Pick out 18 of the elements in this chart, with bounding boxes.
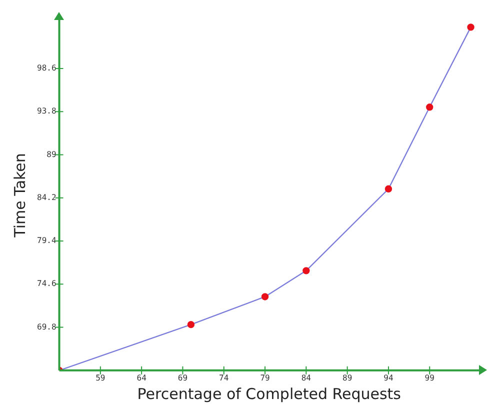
x-tick-label: 89 xyxy=(342,373,352,382)
x-tick-label: 64 xyxy=(136,373,147,382)
y-tick-label: 69.8 xyxy=(37,322,56,332)
x-tick-label: 84 xyxy=(301,373,312,382)
x-tick-label: 94 xyxy=(384,373,394,382)
y-tick-label: 93.8 xyxy=(37,106,56,116)
x-axis-title: Percentage of Completed Requests xyxy=(137,384,402,403)
x-tick-label: 69 xyxy=(178,373,188,382)
y-tick-label: 98.6 xyxy=(37,64,56,73)
y-tick-label: 74.6 xyxy=(37,279,56,288)
x-tick-label: 79 xyxy=(260,373,270,382)
y-tick-label: 89 xyxy=(46,150,56,159)
x-tick-label: 99 xyxy=(424,373,435,382)
x-tick-label: 59 xyxy=(96,373,106,382)
y-axis-title: Time Taken xyxy=(10,153,29,238)
x-tick-label: 74 xyxy=(219,373,229,382)
y-tick-label: 84.2 xyxy=(37,192,56,202)
y-tick-label: 79.4 xyxy=(37,236,56,246)
